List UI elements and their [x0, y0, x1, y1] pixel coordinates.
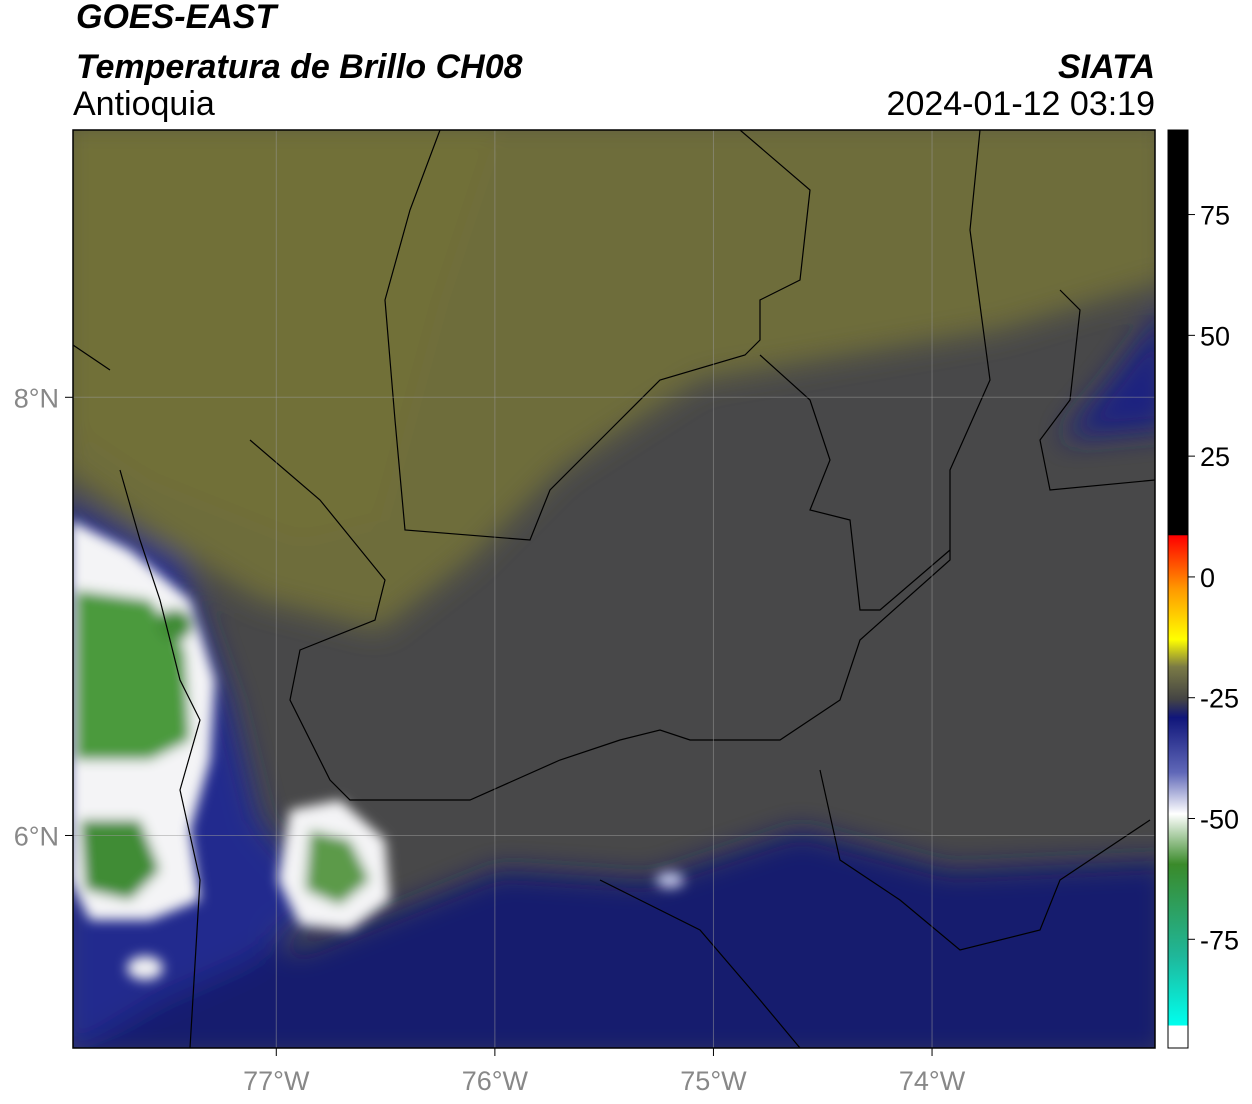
graticule: [73, 130, 1155, 1048]
map-frame: [72, 129, 1156, 1049]
colorbar-tick-label: 0: [1200, 563, 1215, 593]
lat-tick-label: 8°N: [14, 383, 59, 413]
colorbar-tick-label: -75: [1200, 925, 1239, 955]
boundaries: [73, 130, 1155, 1048]
colorbar-tick-label: -25: [1200, 684, 1239, 714]
datetime: 2024-01-12 03:19: [887, 85, 1155, 123]
lon-tick-label: 74°W: [899, 1066, 966, 1096]
colorbar-tick-label: 75: [1200, 201, 1230, 231]
imagery: [73, 130, 1155, 1048]
lon-tick-label: 77°W: [243, 1066, 310, 1096]
agency: SIATA: [1058, 48, 1155, 86]
lon-tick-label: 75°W: [680, 1066, 747, 1096]
colorbar-tick-label: -50: [1200, 805, 1239, 835]
colorbar: [1167, 129, 1189, 1049]
title: GOES-EAST: [76, 0, 279, 36]
product: Temperatura de Brillo CH08: [76, 48, 523, 86]
lat-tick-label: 6°N: [14, 821, 59, 851]
colorbar-tick-label: 25: [1200, 442, 1230, 472]
lon-tick-label: 76°W: [462, 1066, 529, 1096]
region: Antioquia: [73, 85, 215, 123]
colorbar-tick-label: 50: [1200, 321, 1230, 351]
